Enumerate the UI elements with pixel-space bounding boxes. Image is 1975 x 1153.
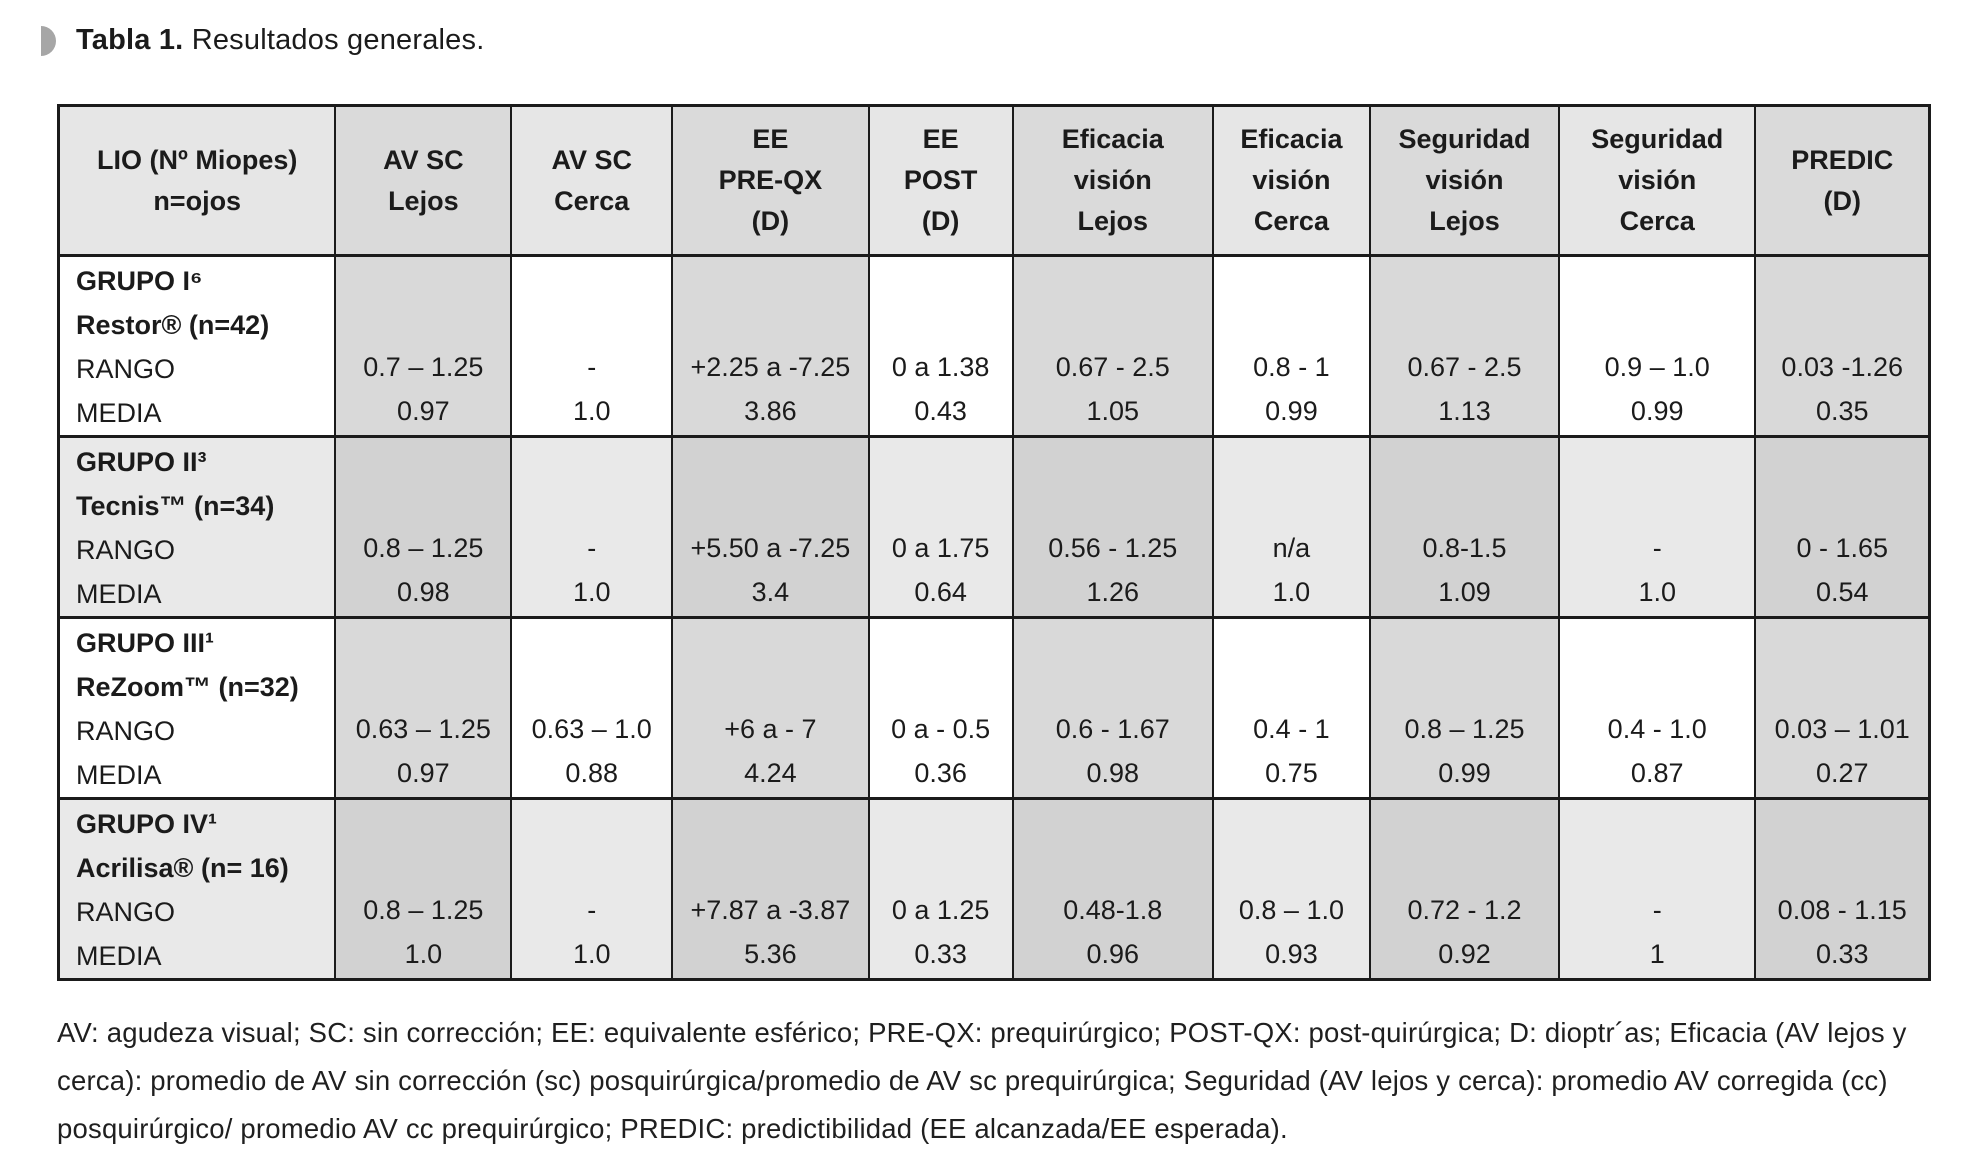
media-label: MEDIA — [76, 579, 162, 609]
cell-eficacia-lejos: 0.6 - 1.67 0.98 — [1011, 616, 1214, 800]
cell-predic: 0 - 1.65 0.54 — [1754, 435, 1931, 619]
header-ee-preqx: EE PRE-QX (D) — [671, 104, 870, 257]
cell-predic: 0.08 - 1.15 0.33 — [1754, 797, 1931, 981]
cell-ee-preqx: +2.25 a -7.25 3.86 — [671, 254, 870, 438]
header-row: LIO (Nº Miopes) n=ojos AV SC Lejos AV SC Ce… — [57, 104, 1931, 257]
cell-seguridad-cerca: -1.0 — [1557, 435, 1757, 619]
header-predic: PREDIC (D) — [1754, 104, 1931, 257]
group-name: GRUPO III¹ — [76, 628, 215, 658]
cell-avsc-cerca: 0.63 – 1.0 0.88 — [510, 616, 674, 800]
rango-label: RANGO — [76, 535, 176, 565]
table-row-grupo-1: GRUPO I⁶ Restor® (n=42) RANGO MEDIA 0.7 … — [57, 254, 1931, 438]
group-name: GRUPO II³ — [76, 447, 207, 477]
group-lens: Restor® (n=42) — [76, 310, 270, 340]
caption-label: Tabla 1. — [76, 24, 184, 56]
cell-predic: 0.03 – 1.01 0.27 — [1754, 616, 1931, 800]
group-lens: ReZoom™ (n=32) — [76, 672, 299, 702]
cell-eficacia-cerca: 0.8 – 1.0 0.93 — [1211, 797, 1372, 981]
cell-eficacia-lejos: 0.56 - 1.25 1.26 — [1011, 435, 1214, 619]
cell-avsc-cerca: -1.0 — [510, 254, 674, 438]
group-label-cell: GRUPO IV¹ Acrilisa® (n= 16) RANGO MEDIA — [57, 797, 337, 981]
cell-ee-preqx: +7.87 a -3.87 5.36 — [671, 797, 870, 981]
group-lens: Tecnis™ (n=34) — [76, 491, 275, 521]
cell-avsc-lejos: 0.8 – 1.25 1.0 — [334, 797, 513, 981]
results-table: LIO (Nº Miopes) n=ojos AV SC Lejos AV SC Ce… — [57, 104, 1931, 981]
group-label-cell: GRUPO III¹ ReZoom™ (n=32) RANGO MEDIA — [57, 616, 337, 800]
header-ee-post: EE POST (D) — [867, 104, 1014, 257]
cell-seguridad-cerca: 0.4 - 1.0 0.87 — [1557, 616, 1757, 800]
media-label: MEDIA — [76, 398, 162, 428]
media-label: MEDIA — [76, 941, 162, 971]
header-seguridad-lejos: Seguridad visión Lejos — [1369, 104, 1560, 257]
header-avsc-cerca: AV SC Cerca — [510, 104, 674, 257]
group-label-cell: GRUPO II³ Tecnis™ (n=34) RANGO MEDIA — [57, 435, 337, 619]
cell-ee-post: 0 a - 0.5 0.36 — [867, 616, 1014, 800]
cell-seguridad-lejos: 0.72 - 1.2 0.92 — [1369, 797, 1560, 981]
table-row-grupo-2: GRUPO II³ Tecnis™ (n=34) RANGO MEDIA 0.8… — [57, 435, 1931, 619]
cell-seguridad-cerca: -1 — [1557, 797, 1757, 981]
table-row-grupo-3: GRUPO III¹ ReZoom™ (n=32) RANGO MEDIA 0.… — [57, 616, 1931, 800]
cell-predic: 0.03 -1.26 0.35 — [1754, 254, 1931, 438]
cell-eficacia-cerca: n/a 1.0 — [1211, 435, 1372, 619]
cell-seguridad-cerca: 0.9 – 1.0 0.99 — [1557, 254, 1757, 438]
caption-bullet-icon — [41, 25, 56, 56]
cell-avsc-lejos: 0.63 – 1.25 0.97 — [334, 616, 513, 800]
table-row-grupo-4: GRUPO IV¹ Acrilisa® (n= 16) RANGO MEDIA … — [57, 797, 1931, 981]
cell-seguridad-lejos: 0.67 - 2.5 1.13 — [1369, 254, 1560, 438]
header-eficacia-lejos: Eficacia visión Lejos — [1011, 104, 1214, 257]
media-label: MEDIA — [76, 760, 162, 790]
cell-seguridad-lejos: 0.8 – 1.25 0.99 — [1369, 616, 1560, 800]
rango-label: RANGO — [76, 716, 176, 746]
group-label-cell: GRUPO I⁶ Restor® (n=42) RANGO MEDIA — [57, 254, 337, 438]
cell-avsc-cerca: -1.0 — [510, 797, 674, 981]
cell-eficacia-cerca: 0.4 - 1 0.75 — [1211, 616, 1372, 800]
cell-eficacia-cerca: 0.8 - 1 0.99 — [1211, 254, 1372, 438]
cell-ee-preqx: +5.50 a -7.25 3.4 — [671, 435, 870, 619]
table-footnote: AV: agudeza visual; SC: sin corrección; … — [57, 1017, 1907, 1144]
cell-avsc-lejos: 0.8 – 1.25 0.98 — [334, 435, 513, 619]
header-eficacia-cerca: Eficacia visión Cerca — [1211, 104, 1372, 257]
cell-ee-preqx: +6 a - 7 4.24 — [671, 616, 870, 800]
group-name: GRUPO IV¹ — [76, 809, 218, 839]
cell-avsc-lejos: 0.7 – 1.25 0.97 — [334, 254, 513, 438]
table-caption: Tabla 1. Resultados generales. — [41, 24, 1931, 57]
cell-ee-post: 0 a 1.75 0.64 — [867, 435, 1014, 619]
header-avsc-lejos: AV SC Lejos — [334, 104, 513, 257]
caption-title: Resultados generales. — [183, 24, 485, 56]
rango-label: RANGO — [76, 897, 176, 927]
cell-avsc-cerca: -1.0 — [510, 435, 674, 619]
cell-seguridad-lejos: 0.8-1.5 1.09 — [1369, 435, 1560, 619]
cell-ee-post: 0 a 1.38 0.43 — [867, 254, 1014, 438]
header-seguridad-cerca: Seguridad visión Cerca — [1557, 104, 1757, 257]
group-lens: Acrilisa® (n= 16) — [76, 853, 289, 883]
caption-text: Tabla 1. Resultados generales. — [76, 24, 484, 57]
group-name: GRUPO I⁶ — [76, 266, 203, 296]
cell-eficacia-lejos: 0.67 - 2.5 1.05 — [1011, 254, 1214, 438]
header-lio: LIO (Nº Miopes) n=ojos — [57, 104, 337, 257]
cell-ee-post: 0 a 1.25 0.33 — [867, 797, 1014, 981]
cell-eficacia-lejos: 0.48-1.8 0.96 — [1011, 797, 1214, 981]
rango-label: RANGO — [76, 354, 176, 384]
